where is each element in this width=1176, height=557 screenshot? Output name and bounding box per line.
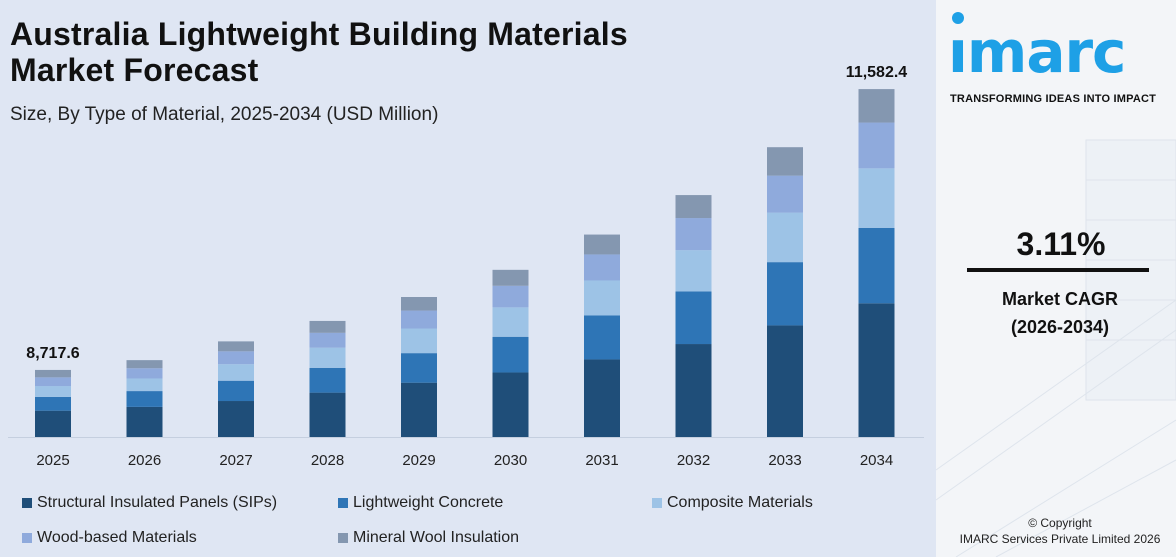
cagr-value: 3.11%	[1016, 226, 1106, 262]
bar-segment-2032-series-1	[675, 291, 712, 345]
bar-segment-2026-series-0	[126, 406, 163, 437]
x-tick-label-2031: 2031	[585, 452, 618, 469]
legend-label-composite-materials: Composite Materials	[667, 494, 813, 511]
bar-segment-2025-series-0	[35, 410, 71, 437]
bar-segment-2033-series-2	[767, 212, 803, 263]
x-tick-label-2032: 2032	[677, 452, 710, 469]
bar-segment-2030-series-4	[492, 269, 529, 286]
x-tick-label-2026: 2026	[128, 452, 161, 469]
legend-label-lightweight-concrete: Lightweight Concrete	[353, 494, 504, 511]
legend-swatch-composite-materials	[652, 498, 662, 508]
legend-label-sips: Structural Insulated Panels (SIPs)	[37, 494, 278, 511]
x-tick-label-2033: 2033	[768, 452, 801, 469]
bar-segment-2032-series-2	[675, 250, 712, 292]
bar-segment-2028-series-2	[309, 347, 346, 368]
bar-segment-2031-series-1	[584, 315, 620, 360]
legend-swatch-wood-based-materials	[22, 533, 32, 543]
bar-segment-2034-series-1	[858, 227, 895, 304]
bar-segment-2031-series-3	[584, 254, 620, 281]
bar-segment-2033-series-4	[767, 147, 803, 176]
bar-segment-2031-series-0	[584, 359, 620, 437]
bar-segment-2027-series-0	[218, 401, 254, 437]
bar-segment-2026-series-1	[126, 391, 163, 407]
legend-item-lightweight-concrete: Lightweight Concrete	[338, 494, 503, 512]
copyright-line2: IMARC Services Private Limited 2026	[959, 532, 1161, 546]
data-label-last: 11,582.4	[846, 64, 908, 81]
bar-segment-2030-series-0	[492, 372, 529, 437]
data-label-first: 8,717.6	[26, 345, 79, 362]
legend-label-mineral-wool-insulation: Mineral Wool Insulation	[353, 529, 520, 546]
legend-swatch-sips	[22, 498, 32, 508]
x-tick-label-2030: 2030	[494, 452, 527, 469]
logo-text: ımarc	[948, 18, 1126, 86]
bar-segment-2030-series-3	[492, 285, 529, 308]
bar-segment-2029-series-3	[401, 310, 437, 329]
logo-dot-icon	[952, 12, 964, 24]
chart-panel: Australia Lightweight Building Materials…	[0, 16, 936, 557]
bar-segment-2025-series-3	[35, 377, 71, 387]
bar-segment-2034-series-3	[858, 122, 895, 169]
bar-segment-2033-series-3	[767, 175, 803, 213]
x-tick-label-2025: 2025	[36, 452, 69, 469]
cagr-label: Market CAGR (2026-2034)	[936, 285, 1176, 341]
bar-segment-2028-series-0	[309, 392, 346, 437]
chart-title-line2: Market Forecast	[10, 52, 259, 88]
bar-segment-2032-series-0	[675, 344, 712, 437]
legend-swatch-mineral-wool-insulation	[338, 533, 348, 543]
legend-item-sips: Structural Insulated Panels (SIPs)	[22, 494, 277, 512]
bar-segment-2033-series-0	[767, 325, 803, 437]
stacked-bar-chart: 2025 2026 2027 2028 2029 2030 2031 2032 2033 2034…	[8, 64, 924, 469]
bar-segment-2028-series-1	[309, 367, 346, 393]
cagr-label-line2: (2026-2034)	[1010, 317, 1110, 337]
bar-segment-2029-series-0	[401, 382, 437, 437]
bar-segment-2031-series-4	[584, 234, 620, 255]
x-tick-label-2028: 2028	[311, 452, 344, 469]
bar-segment-2025-series-2	[35, 386, 71, 397]
bar-segment-2025-series-1	[35, 396, 71, 411]
bar-segment-2034-series-4	[858, 89, 895, 123]
chart-subtitle: Size, By Type of Material, 2025-2034 (US…	[10, 104, 439, 125]
legend-item-composite-materials: Composite Materials	[652, 494, 813, 512]
bar-segment-2030-series-2	[492, 307, 529, 337]
bar-segment-2031-series-2	[584, 280, 620, 316]
bar-segment-2034-series-0	[858, 303, 895, 437]
bar-segment-2034-series-2	[858, 168, 895, 228]
legend-item-mineral-wool-insulation: Mineral Wool Insulation	[338, 529, 519, 547]
copyright: © Copyright IMARC Services Private Limit…	[936, 515, 1176, 547]
bar-segment-2027-series-3	[218, 351, 254, 365]
legend-item-wood-based-materials: Wood-based Materials	[22, 529, 197, 547]
bar-segment-2026-series-2	[126, 378, 163, 392]
bar-segment-2033-series-1	[767, 262, 803, 326]
bar-segment-2032-series-3	[675, 218, 712, 251]
bar-segment-2027-series-1	[218, 380, 254, 402]
bar-segment-2030-series-1	[492, 336, 529, 373]
chart-title: Australia Lightweight Building Materials…	[10, 16, 628, 88]
imarc-logo: ımarc	[948, 12, 1174, 92]
x-tick-label-2029: 2029	[402, 452, 435, 469]
bar-segment-2032-series-4	[675, 195, 712, 219]
copyright-line1: © Copyright	[1028, 516, 1092, 530]
cagr-divider	[967, 268, 1149, 272]
chart-title-line1: Australia Lightweight Building Materials	[10, 16, 628, 52]
logo-tagline: TRANSFORMING IDEAS INTO IMPACT	[950, 93, 1157, 105]
legend-swatch-lightweight-concrete	[338, 498, 348, 508]
chart-legend: Structural Insulated Panels (SIPs) Light…	[0, 488, 936, 557]
x-tick-label-2034: 2034	[860, 452, 893, 469]
cagr-label-line1: Market CAGR	[1001, 289, 1119, 309]
bar-segment-2027-series-2	[218, 364, 254, 381]
legend-label-wood-based-materials: Wood-based Materials	[37, 529, 197, 546]
bar-segment-2026-series-3	[126, 368, 163, 379]
x-tick-label-2027: 2027	[219, 452, 252, 469]
bar-segment-2026-series-4	[126, 360, 163, 369]
info-sidebar: ımarc TRANSFORMING IDEAS INTO IMPACT 3.1…	[936, 0, 1176, 557]
bar-segment-2029-series-4	[401, 297, 437, 311]
bar-segment-2028-series-3	[309, 332, 346, 348]
bar-segment-2028-series-4	[309, 320, 346, 333]
bar-segment-2027-series-4	[218, 341, 254, 352]
bar-segment-2029-series-2	[401, 328, 437, 354]
bar-segment-2029-series-1	[401, 353, 437, 383]
bar-segment-2025-series-4	[35, 369, 71, 378]
